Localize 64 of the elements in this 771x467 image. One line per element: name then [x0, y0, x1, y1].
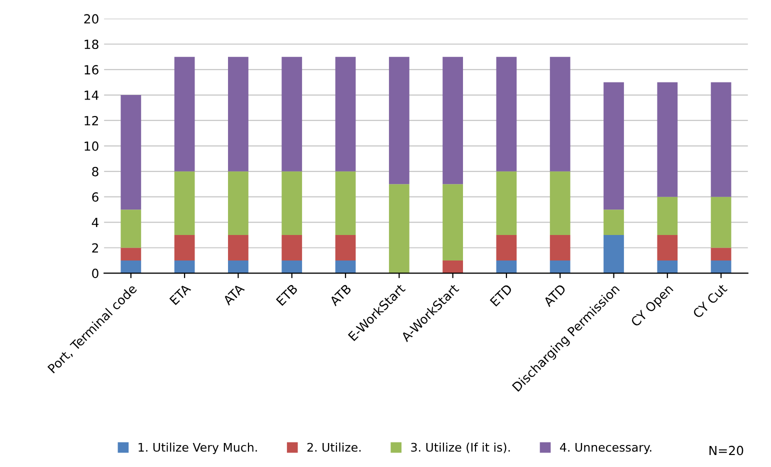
bar — [120, 210, 142, 248]
bar — [496, 235, 517, 260]
y-tick-label: 18 — [84, 40, 98, 50]
bar — [228, 171, 248, 236]
bar — [120, 260, 142, 274]
bar — [120, 95, 142, 210]
bar — [282, 56, 302, 172]
bar — [335, 235, 356, 260]
bar — [228, 56, 248, 172]
bar — [335, 56, 356, 172]
bar — [388, 184, 410, 274]
bar — [710, 260, 732, 274]
legend-label: 4. Unnecessary. — [560, 442, 652, 454]
bar — [174, 56, 195, 172]
x-tick-label: CY Cut — [692, 283, 728, 319]
bar — [604, 82, 624, 210]
bar — [550, 171, 570, 236]
bar — [550, 235, 570, 260]
legend-label: 2. Utilize. — [307, 442, 361, 452]
bar — [710, 248, 732, 260]
bar — [174, 260, 195, 274]
text: N=20 — [710, 446, 744, 456]
bar — [282, 235, 302, 260]
bar — [604, 210, 624, 236]
y-tick-label: 6 — [92, 192, 98, 202]
bar — [174, 171, 195, 236]
y-tick-label: 0 — [92, 268, 98, 278]
x-tick-label: ATA — [222, 283, 245, 306]
bar — [335, 171, 356, 236]
y-tick-label: 14 — [84, 90, 99, 100]
bar — [228, 260, 248, 274]
y-tick-label: 16 — [84, 65, 98, 75]
bar — [604, 235, 624, 274]
bar — [120, 248, 142, 260]
y-tick-label: 12 — [84, 116, 98, 126]
bar — [228, 235, 248, 260]
x-tick-label: ETB — [276, 284, 298, 306]
bar — [657, 235, 678, 260]
bar — [496, 171, 517, 236]
bar — [496, 260, 517, 274]
bar — [335, 260, 356, 274]
bar — [550, 56, 570, 172]
x-tick-label: ETA — [169, 283, 192, 306]
bar — [496, 56, 517, 172]
legend-label: 3. Utilize (If it is). — [411, 442, 510, 454]
bar — [657, 260, 678, 274]
bar — [657, 196, 678, 236]
bar — [442, 184, 463, 260]
y-tick-label: 20 — [84, 14, 98, 24]
bar — [442, 260, 463, 274]
bar — [174, 235, 195, 260]
legend-label: 1. Utilize Very Much. — [138, 442, 257, 454]
bar — [550, 260, 570, 274]
y-tick-label: 8 — [92, 166, 98, 176]
y-tick-label: 4 — [92, 218, 99, 228]
bar — [710, 196, 732, 248]
bar — [442, 56, 463, 184]
bar — [282, 260, 302, 274]
bar — [388, 56, 410, 184]
bar — [282, 171, 302, 236]
y-tick-label: 10 — [84, 141, 98, 151]
bar — [657, 82, 678, 197]
y-tick-label: 2 — [92, 243, 98, 252]
bar — [710, 82, 732, 197]
